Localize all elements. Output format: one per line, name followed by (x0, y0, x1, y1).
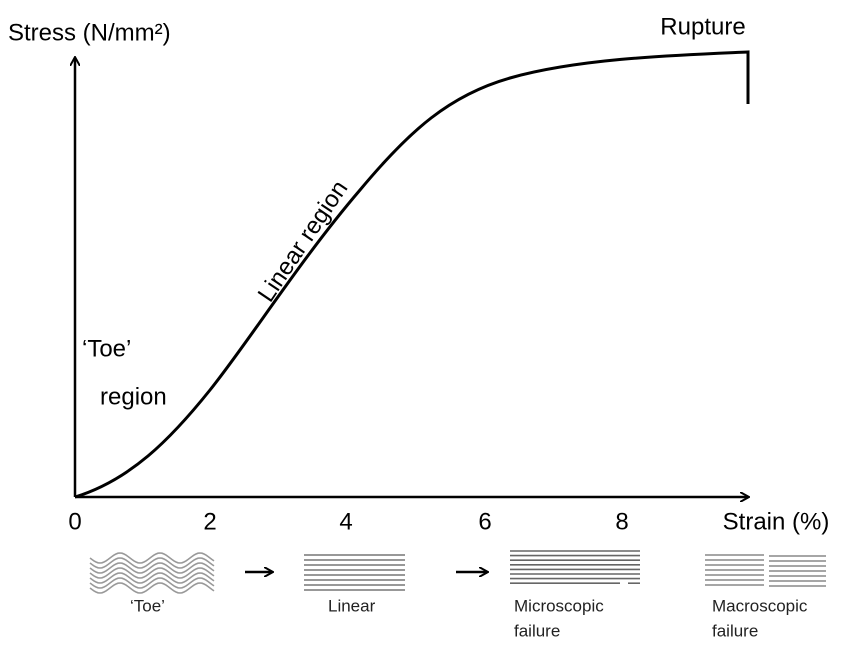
x-tick-label: 2 (203, 508, 216, 535)
rupture-label: Rupture (660, 13, 745, 40)
fiber (89, 567, 215, 579)
stress-strain-curve (74, 50, 750, 499)
stage-label: Macroscopic (712, 596, 808, 615)
stage-label: failure (514, 621, 560, 640)
decorations (74, 50, 826, 594)
fiber (89, 577, 215, 589)
x-tick-label: 0 (68, 508, 81, 535)
stage-label: Linear (328, 596, 376, 615)
fiber (89, 557, 215, 569)
fiber (89, 552, 215, 564)
y-axis-label: Stress (N/mm²) (8, 19, 171, 46)
fiber (89, 572, 215, 584)
toe-region-label: region (100, 383, 167, 410)
stage-label: ‘Toe’ (130, 596, 165, 615)
toe-region-label: ‘Toe’ (82, 335, 131, 362)
x-tick-label: 8 (615, 508, 628, 535)
stage-label: Microscopic (514, 596, 604, 615)
x-tick-label: 4 (339, 508, 352, 535)
stage-label: failure (712, 621, 758, 640)
x-tick-label: 6 (478, 508, 491, 535)
fiber (89, 582, 215, 594)
x-axis-label: Strain (%) (723, 508, 830, 535)
linear-region-label: Linear region (253, 176, 354, 307)
fiber (89, 562, 215, 574)
